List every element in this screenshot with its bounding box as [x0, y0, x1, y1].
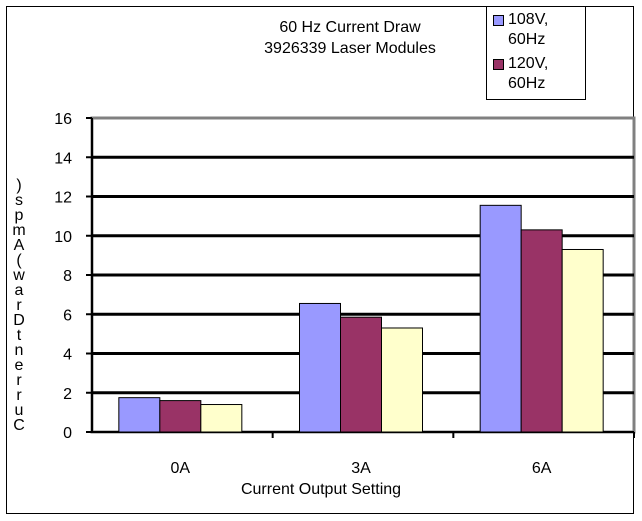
legend-label-108v: 108V, 60Hz [508, 11, 549, 48]
bar [340, 316, 382, 433]
y-axis-label-char: n [14, 342, 24, 359]
y-axis-label-char: C [13, 417, 25, 434]
legend: 108V, 60Hz 120V, 60Hz [486, 6, 586, 100]
bar [159, 400, 202, 433]
y-axis-label-char: D [13, 312, 25, 329]
bar [381, 327, 423, 433]
y-axis-label-char: A [13, 237, 25, 254]
y-axis-label-char: w [13, 267, 25, 284]
legend-item-120v: 120V, 60Hz [493, 54, 578, 94]
chart-title-line-2: 3926339 Laser Modules [264, 40, 436, 57]
y-axis-label-char: r [16, 387, 22, 404]
bar [561, 248, 604, 433]
legend-swatch-120v [493, 59, 504, 70]
bar [479, 204, 522, 433]
y-axis-label-char: a [14, 282, 24, 299]
y-axis-label-char: p [14, 207, 24, 224]
y-axis-label-char: r [16, 297, 22, 314]
legend-label-120v: 120V, 60Hz [508, 55, 549, 92]
y-tick-label: 12 [54, 190, 72, 207]
y-axis-label-char: m [12, 222, 26, 239]
y-axis-label-char: t [16, 327, 22, 344]
y-tick-label: 8 [63, 268, 72, 285]
y-tick-label: 0 [63, 425, 72, 442]
y-tick-label: 14 [54, 150, 72, 167]
y-axis-label-char: e [14, 357, 24, 374]
legend-item-108v: 108V, 60Hz [493, 10, 578, 50]
y-tick-label: 2 [63, 386, 72, 403]
y-axis-label-char: ( [16, 252, 22, 269]
y-axis-label-char: u [14, 402, 24, 419]
x-tick-label: 6A [532, 460, 552, 477]
x-tick-label: 3A [351, 460, 371, 477]
y-axis-label-char: r [16, 372, 22, 389]
y-tick-label: 10 [54, 229, 72, 246]
y-tick-label: 16 [54, 111, 72, 128]
legend-swatch-108v [493, 15, 504, 26]
y-axis-label-char: s [15, 192, 23, 209]
bar [520, 229, 563, 433]
bar [200, 404, 243, 433]
bar [118, 397, 161, 433]
y-tick-label: 4 [63, 347, 72, 364]
chart-title: 60 Hz Current Draw 3926339 Laser Modules [220, 17, 480, 59]
x-axis-label: Current Output Setting [240, 481, 402, 498]
bar [299, 302, 341, 433]
y-axis-label-char: ) [16, 177, 22, 194]
x-tick-label: 0A [171, 460, 191, 477]
chart-title-line-1: 60 Hz Current Draw [279, 19, 421, 36]
y-tick-label: 6 [63, 307, 72, 324]
